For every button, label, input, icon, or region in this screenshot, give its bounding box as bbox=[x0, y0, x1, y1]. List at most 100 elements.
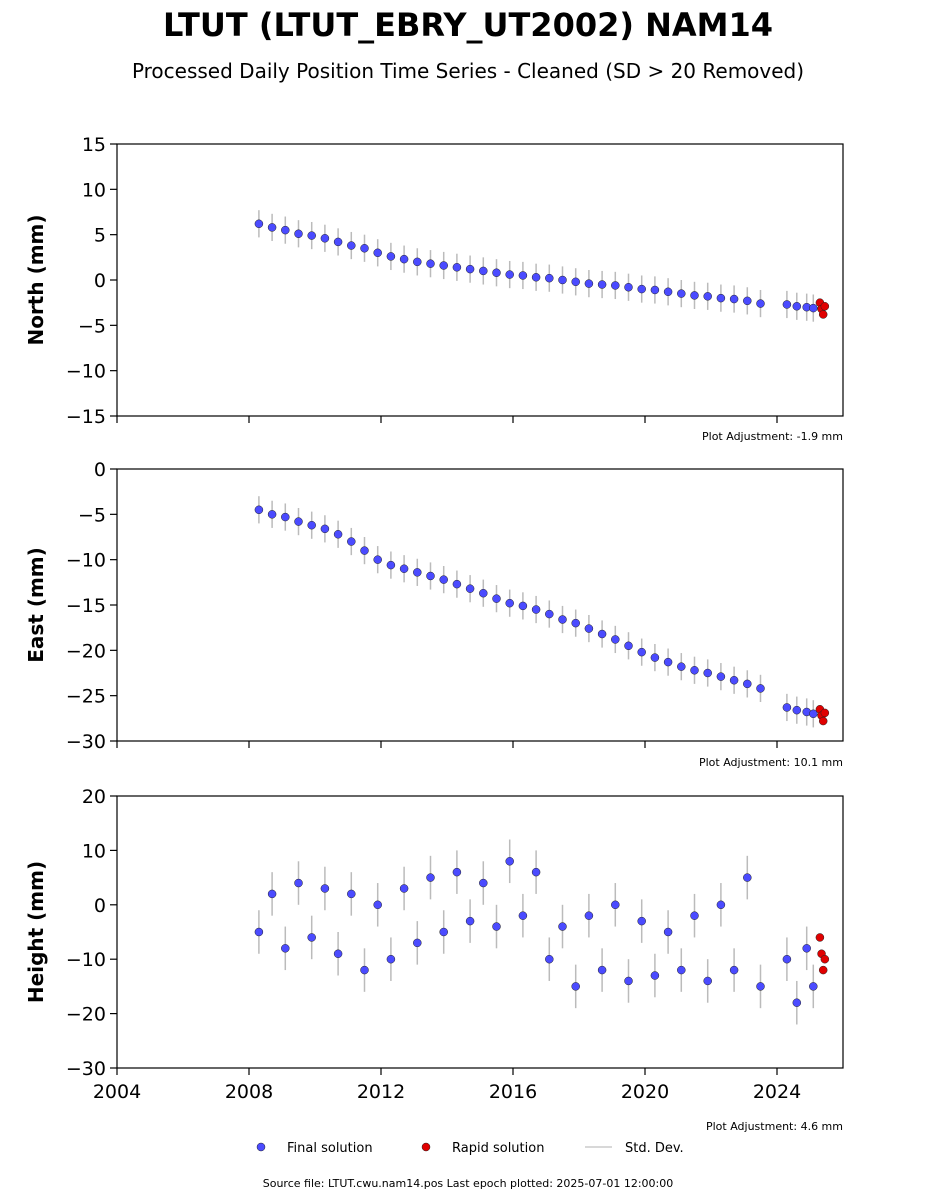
data-point bbox=[756, 299, 765, 308]
x-tick-label: 2004 bbox=[93, 1081, 141, 1103]
data-point bbox=[782, 954, 792, 964]
data-point bbox=[663, 927, 673, 937]
data-point bbox=[571, 277, 580, 287]
data-point bbox=[465, 584, 475, 593]
data-point bbox=[426, 873, 435, 882]
data-point bbox=[690, 291, 699, 300]
data-point bbox=[254, 219, 264, 229]
data-point bbox=[479, 588, 488, 598]
data-point bbox=[820, 954, 830, 964]
y-tick-label: −5 bbox=[78, 504, 106, 526]
data-point bbox=[677, 289, 686, 298]
y-tick-label: −10 bbox=[66, 550, 106, 572]
data-point bbox=[611, 900, 620, 910]
data-point bbox=[756, 684, 765, 693]
annotation: Plot Adjustment: 10.1 mm bbox=[699, 756, 843, 769]
data-point bbox=[347, 241, 356, 250]
y-tick-label: −10 bbox=[66, 361, 106, 383]
annotation: Plot Adjustment: 4.6 mm bbox=[706, 1120, 843, 1133]
data-point bbox=[792, 998, 802, 1007]
data-point bbox=[518, 911, 528, 920]
data-point bbox=[452, 867, 462, 877]
y-tick-label: 0 bbox=[94, 270, 106, 292]
data-point bbox=[716, 672, 726, 681]
data-point bbox=[254, 927, 264, 937]
data-point bbox=[571, 618, 580, 628]
data-point bbox=[703, 976, 712, 986]
y-axis-label: East (mm) bbox=[24, 547, 48, 663]
plot-frame bbox=[116, 468, 844, 742]
y-tick-label: −15 bbox=[66, 406, 106, 428]
y-axis-label: Height (mm) bbox=[24, 861, 48, 1003]
data-point bbox=[729, 294, 739, 304]
data-point bbox=[492, 594, 501, 603]
data-point bbox=[809, 982, 818, 991]
data-point bbox=[505, 270, 514, 279]
legend-label: Std. Dev. bbox=[625, 1141, 684, 1156]
data-point bbox=[479, 266, 488, 276]
data-point bbox=[347, 889, 356, 899]
data-point bbox=[637, 284, 646, 294]
x-tick-label: 2012 bbox=[357, 1081, 405, 1103]
data-point bbox=[333, 949, 343, 959]
data-point bbox=[624, 283, 633, 292]
y-tick-label: −10 bbox=[66, 949, 106, 971]
data-point bbox=[267, 889, 277, 899]
data-point bbox=[545, 273, 554, 283]
data-point bbox=[360, 244, 369, 253]
data-point bbox=[729, 965, 739, 975]
data-point bbox=[386, 954, 396, 964]
data-point bbox=[426, 259, 435, 268]
data-point bbox=[818, 965, 828, 975]
y-tick-label: −30 bbox=[66, 731, 106, 753]
data-point bbox=[650, 653, 660, 662]
y-tick-label: 15 bbox=[82, 134, 106, 156]
plot-frame bbox=[116, 143, 844, 417]
data-point bbox=[465, 264, 475, 274]
data-point bbox=[558, 275, 567, 285]
y-tick-label: 10 bbox=[82, 179, 106, 201]
data-point bbox=[281, 944, 290, 953]
data-point bbox=[531, 273, 541, 282]
data-point bbox=[505, 598, 514, 608]
data-point bbox=[439, 927, 448, 937]
data-point bbox=[782, 300, 792, 309]
data-point bbox=[820, 708, 830, 718]
data-point bbox=[597, 629, 607, 639]
data-point bbox=[360, 546, 369, 555]
data-point bbox=[809, 709, 818, 719]
data-point bbox=[307, 933, 316, 942]
data-point bbox=[518, 271, 528, 280]
legend-label: Rapid solution bbox=[452, 1141, 544, 1156]
data-point bbox=[624, 641, 633, 651]
data-point bbox=[584, 279, 594, 288]
data-point bbox=[267, 223, 277, 232]
data-point bbox=[399, 564, 409, 573]
data-point bbox=[399, 884, 409, 893]
data-point bbox=[492, 268, 501, 277]
data-point bbox=[792, 705, 802, 715]
x-tick-label: 2016 bbox=[489, 1081, 537, 1103]
data-point bbox=[663, 657, 673, 667]
data-point bbox=[802, 944, 811, 953]
data-point bbox=[545, 954, 554, 964]
data-point bbox=[439, 575, 448, 584]
data-point bbox=[716, 293, 726, 303]
plot-frame bbox=[116, 795, 844, 1069]
data-point bbox=[320, 884, 330, 893]
data-point bbox=[677, 965, 686, 975]
data-point bbox=[333, 237, 343, 247]
data-point bbox=[650, 971, 660, 980]
y-tick-label: 10 bbox=[82, 840, 106, 862]
data-point bbox=[479, 878, 488, 888]
data-point bbox=[743, 296, 752, 306]
data-point bbox=[650, 285, 660, 295]
data-point bbox=[307, 231, 316, 240]
data-point bbox=[690, 666, 699, 675]
data-point bbox=[294, 517, 303, 526]
data-point bbox=[518, 601, 528, 611]
data-point bbox=[792, 302, 802, 311]
y-tick-label: 0 bbox=[94, 459, 106, 481]
data-point bbox=[307, 520, 316, 530]
data-point bbox=[584, 624, 594, 633]
